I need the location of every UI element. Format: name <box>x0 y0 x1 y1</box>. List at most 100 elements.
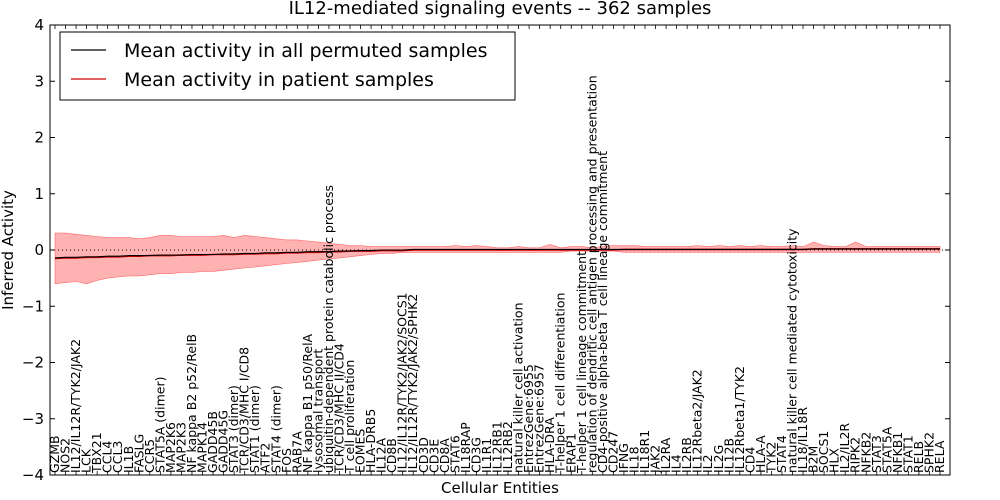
x-category-label: MAP2K6 <box>163 422 178 473</box>
x-category-label: lysosomal transport <box>310 349 325 473</box>
legend-box <box>59 31 516 101</box>
x-category-label: EOMES <box>353 429 368 473</box>
x-category-label: STAT1 <box>900 435 915 473</box>
x-category-label: NFKB2 <box>858 432 873 473</box>
x-category-label: EntrezGene:6957 <box>532 364 547 473</box>
x-category-label: IL12RB1 <box>490 421 505 473</box>
x-category-label: SOCS1 <box>816 431 831 473</box>
x-category-label: CD8A <box>437 438 452 473</box>
x-category-label: IL12/IL12R/TYK2/JAK2/SOCS1 <box>395 292 410 473</box>
x-category-label: GADD45G <box>216 410 231 473</box>
x-category-label: STAT3 (dimer) <box>226 385 241 473</box>
x-category-label: FOS <box>279 448 294 473</box>
x-category-label: B2M <box>806 446 821 473</box>
x-category-label: RELA <box>932 440 947 473</box>
x-category-label: CCL4 <box>100 441 115 473</box>
x-category-label: IL2G <box>711 445 726 473</box>
x-category-label: IL2 <box>700 454 715 473</box>
x-category-label: IL18/IL18R <box>795 407 810 473</box>
x-category-label: LCK <box>79 448 94 473</box>
x-category-label: ERAP1 <box>563 433 578 473</box>
x-category-label: CD3D <box>416 437 431 473</box>
x-category-label: natural killer cell mediated cytotoxicit… <box>785 228 800 473</box>
x-category-label: HLX <box>827 448 842 473</box>
y-axis: −4 −3 −2 −1 0 1 2 3 4 <box>22 16 950 484</box>
x-category-label: STAT5A (dimer) <box>152 377 167 473</box>
legend-label-permuted: Mean activity in all permuted samples <box>124 40 487 62</box>
x-category-label: natural killer cell activation <box>511 302 526 473</box>
chart-title: IL12-mediated signaling events -- 362 sa… <box>289 0 712 19</box>
x-category-label: IL2/IL2R <box>837 423 852 473</box>
x-category-label: IL12RB2 <box>500 421 515 473</box>
x-category-label: IL18RAP <box>458 422 473 473</box>
x-category-label: NOS2 <box>58 438 73 473</box>
x-category-label: CD247 <box>605 431 620 473</box>
y-tick-label: 0 <box>34 241 44 259</box>
x-axis-label: Cellular Entities <box>441 479 559 497</box>
x-category-label: T-helper 1 cell lineage commitment <box>574 251 589 474</box>
x-category-label: IL1R1 <box>479 438 494 473</box>
x-category-label: SPHK2 <box>922 432 937 473</box>
legend-label-patient: Mean activity in patient samples <box>124 69 434 91</box>
y-tick-label: −4 <box>22 466 44 484</box>
x-category-label: CCR5 <box>142 439 157 473</box>
series-line-permuted <box>54 248 940 259</box>
x-category-label: JAK2 <box>648 445 663 474</box>
x-category-label: CD4 <box>742 447 757 473</box>
x-category-label: IL2RA <box>658 437 673 473</box>
x-category-label: CD3G <box>468 437 483 473</box>
x-category-label: TYK2 <box>763 442 778 474</box>
x-category-label: RELB <box>911 441 926 473</box>
y-tick-label: −3 <box>22 410 44 428</box>
x-category-label: GZMB <box>47 435 62 473</box>
x-category-label: IL12Rbeta1/TYK2 <box>732 366 747 473</box>
x-category-label: HLA-A <box>753 435 768 473</box>
x-category-label: STAT3 <box>869 435 884 473</box>
x-category-label: MAPK14 <box>195 422 210 473</box>
x-category-label: CCL3 <box>110 441 125 473</box>
x-category-label: STAT1 (dimer) <box>247 385 262 473</box>
x-category-label: CD3E <box>426 439 441 473</box>
x-axis-categories: GZMBNOS2IL12/IL12R/TYK2/JAK2LCKTBX21CCL4… <box>47 25 947 475</box>
x-category-label: NFKB1 <box>890 432 905 473</box>
y-tick-label: −1 <box>22 297 44 315</box>
y-tick-label: 4 <box>34 16 44 34</box>
x-category-label: IL18 <box>627 446 642 473</box>
x-category-label: IL12/IL12R/TYK2/JAK2 <box>68 339 83 473</box>
y-tick-label: 2 <box>34 129 44 147</box>
x-category-label: HLA-DRA <box>542 417 557 473</box>
y-axis-label: Inferred Activity <box>0 190 17 310</box>
x-category-label: GADD45B <box>205 411 220 473</box>
x-category-label: CD4-positive alpha-beta T cell lineage c… <box>595 151 610 473</box>
x-category-label: STAT6 <box>447 435 462 473</box>
x-category-label: HLA-DRB5 <box>363 409 378 473</box>
x-category-label: EntrezGene:6955 <box>521 364 536 473</box>
x-category-label: RAB7A <box>289 431 304 473</box>
y-tick-label: 3 <box>34 72 44 90</box>
x-category-label: IL12B <box>721 438 736 473</box>
x-category-label: IL12Rbeta2/JAK2 <box>690 369 705 473</box>
x-category-label: TCR/CD3/MHC II/CD4 <box>332 343 347 474</box>
x-category-label: T-helper 1 cell differentiation <box>553 293 568 474</box>
x-category-label: IFNG <box>616 443 631 473</box>
x-category-label: IL12A <box>374 437 389 473</box>
x-category-label: IL2RB <box>679 437 694 473</box>
x-category-label: ATF2 <box>258 443 273 473</box>
x-category-label: ubiquitin-dependent protein catabolic pr… <box>321 185 336 473</box>
y-tick-label: 1 <box>34 185 44 203</box>
x-category-label: FASLG <box>131 434 146 473</box>
x-category-label: IL12/IL12R/TYK2/JAK2/SPHK2 <box>405 294 420 473</box>
confidence-band <box>54 232 941 285</box>
legend: Mean activity in all permuted samples Me… <box>59 31 516 101</box>
plot-area <box>50 232 950 285</box>
x-category-label: NF kappa B2 p52/RelB <box>184 334 199 473</box>
x-category-label: RIPK2 <box>848 437 863 473</box>
x-category-label: STAT4 <box>774 435 789 473</box>
x-category-label: IL4 <box>669 454 684 473</box>
x-category-label: IL1B <box>121 446 136 473</box>
x-category-label: IL18R1 <box>637 430 652 473</box>
x-category-label: T cell proliferation <box>342 360 357 474</box>
y-tick-label: −2 <box>22 354 44 372</box>
x-category-label: STAT4 (dimer) <box>268 385 283 473</box>
